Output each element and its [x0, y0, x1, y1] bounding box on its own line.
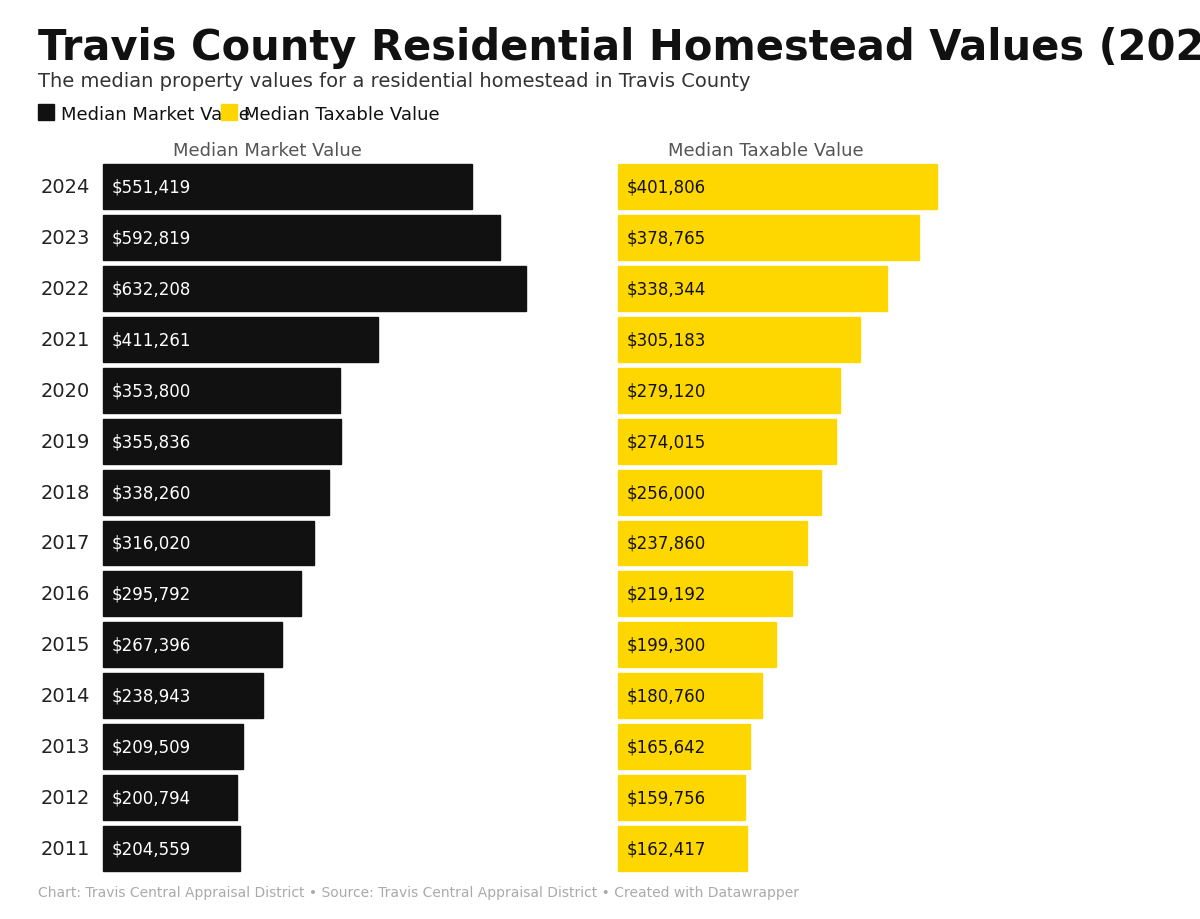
Bar: [103, 419, 341, 464]
Bar: [103, 216, 499, 261]
Bar: [618, 826, 746, 871]
Bar: [618, 572, 792, 617]
Text: $305,183: $305,183: [628, 331, 707, 349]
Bar: [221, 105, 238, 121]
Text: $274,015: $274,015: [628, 433, 707, 450]
Text: $355,836: $355,836: [112, 433, 191, 450]
Bar: [618, 776, 745, 820]
Text: $592,819: $592,819: [112, 229, 191, 247]
Text: $295,792: $295,792: [112, 585, 191, 603]
Text: $219,192: $219,192: [628, 585, 707, 603]
Text: $204,559: $204,559: [112, 840, 191, 857]
Bar: [618, 674, 762, 719]
Text: $338,344: $338,344: [628, 280, 707, 298]
Text: 2023: 2023: [41, 229, 90, 247]
Text: $316,020: $316,020: [112, 534, 191, 552]
Bar: [618, 419, 835, 464]
Text: $267,396: $267,396: [112, 636, 191, 654]
Text: 2018: 2018: [41, 483, 90, 502]
Text: 2024: 2024: [41, 177, 90, 197]
Text: 2012: 2012: [41, 789, 90, 807]
Text: $199,300: $199,300: [628, 636, 707, 654]
Bar: [618, 216, 919, 261]
Bar: [103, 317, 378, 362]
Text: Median Taxable Value: Median Taxable Value: [668, 142, 864, 160]
Text: $632,208: $632,208: [112, 280, 191, 298]
Text: $378,765: $378,765: [628, 229, 706, 247]
Text: $279,120: $279,120: [628, 381, 707, 400]
Text: $256,000: $256,000: [628, 483, 706, 502]
Bar: [618, 267, 887, 312]
Bar: [103, 776, 238, 820]
Text: $200,794: $200,794: [112, 789, 191, 807]
Text: 2020: 2020: [41, 381, 90, 401]
Text: Travis County Residential Homestead Values (2024): Travis County Residential Homestead Valu…: [38, 27, 1200, 69]
Text: $209,509: $209,509: [112, 738, 191, 755]
Bar: [103, 470, 329, 515]
Bar: [103, 369, 340, 414]
Text: $180,760: $180,760: [628, 687, 706, 705]
Text: 2022: 2022: [41, 279, 90, 299]
Text: 2013: 2013: [41, 737, 90, 756]
Bar: [618, 623, 776, 667]
Text: The median property values for a residential homestead in Travis County: The median property values for a residen…: [38, 72, 750, 91]
Bar: [618, 521, 806, 566]
Text: 2021: 2021: [41, 331, 90, 349]
Text: 2016: 2016: [41, 584, 90, 604]
Text: $162,417: $162,417: [628, 840, 707, 857]
Text: $353,800: $353,800: [112, 381, 191, 400]
Bar: [618, 165, 937, 210]
Text: Median Market Value: Median Market Value: [61, 106, 250, 124]
Text: $411,261: $411,261: [112, 331, 192, 349]
Text: $159,756: $159,756: [628, 789, 706, 807]
Text: $237,860: $237,860: [628, 534, 707, 552]
Bar: [103, 724, 244, 769]
Text: $165,642: $165,642: [628, 738, 707, 755]
Text: 2019: 2019: [41, 432, 90, 451]
Text: Median Market Value: Median Market Value: [173, 142, 362, 160]
Bar: [618, 724, 750, 769]
Bar: [103, 623, 282, 667]
Bar: [103, 267, 526, 312]
Text: 2014: 2014: [41, 686, 90, 706]
Bar: [103, 826, 240, 871]
Bar: [103, 674, 263, 719]
Bar: [38, 105, 54, 121]
Bar: [103, 572, 301, 617]
Bar: [103, 521, 314, 566]
Text: Median Taxable Value: Median Taxable Value: [244, 106, 439, 124]
Bar: [618, 470, 821, 515]
Text: $238,943: $238,943: [112, 687, 191, 705]
Text: $551,419: $551,419: [112, 178, 191, 197]
Bar: [103, 165, 472, 210]
Text: 2017: 2017: [41, 534, 90, 553]
Text: 2011: 2011: [41, 839, 90, 858]
Text: $338,260: $338,260: [112, 483, 191, 502]
Text: Chart: Travis Central Appraisal District • Source: Travis Central Appraisal Dist: Chart: Travis Central Appraisal District…: [38, 885, 799, 899]
Bar: [618, 317, 860, 362]
Text: $401,806: $401,806: [628, 178, 706, 197]
Bar: [618, 369, 840, 414]
Text: 2015: 2015: [41, 636, 90, 654]
